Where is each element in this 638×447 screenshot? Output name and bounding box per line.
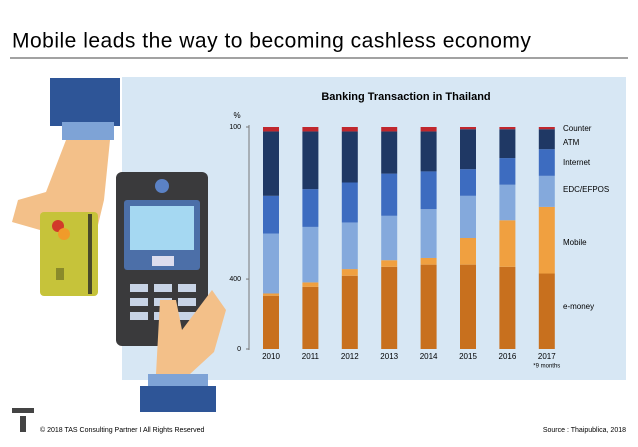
bar-segment — [499, 220, 516, 267]
bar-segment — [420, 257, 437, 265]
sleeve-bottom — [140, 386, 216, 412]
legend-label: Mobile — [563, 238, 587, 247]
contactless-icon — [155, 179, 169, 193]
bar-segment — [538, 273, 555, 349]
legend-label: Counter — [563, 124, 592, 133]
logo-bar — [12, 408, 34, 413]
key — [178, 298, 196, 306]
bar-segment — [420, 264, 437, 349]
bar-segment — [341, 182, 358, 223]
bar-segment — [263, 127, 279, 132]
hand-bottom — [156, 290, 226, 374]
bar-segment — [381, 131, 398, 174]
slide-title: Mobile leads the way to becoming cashles… — [12, 30, 531, 53]
y-tick-label: 0 — [237, 346, 241, 353]
terminal-screen — [130, 206, 194, 250]
bar-segment — [499, 184, 516, 221]
card — [40, 212, 98, 296]
bar-segment — [302, 189, 319, 227]
bar-segment — [538, 149, 555, 176]
key — [130, 312, 148, 320]
x-tick-label: 2017 — [538, 352, 556, 361]
bar-segment — [263, 295, 279, 349]
legend-label: Internet — [563, 158, 591, 167]
x-tick-label: 2016 — [499, 352, 517, 361]
bar-segment — [341, 131, 358, 183]
bar-segment — [538, 206, 555, 274]
bar-segment — [381, 260, 398, 267]
bar-segment — [499, 266, 516, 349]
x-tick-label: 2015 — [459, 352, 477, 361]
x-tick-label: 2011 — [302, 352, 320, 361]
cuff-bottom — [148, 374, 208, 386]
bar-segment — [341, 269, 358, 276]
bar-segment — [263, 131, 279, 196]
bar-segment — [460, 264, 476, 349]
key — [130, 298, 148, 306]
bar-segment — [499, 127, 516, 130]
chart-title: Banking Transaction in Thailand — [321, 91, 490, 103]
sleeve-top — [50, 78, 120, 126]
card-logo — [58, 228, 70, 240]
bar-segment — [302, 131, 319, 190]
bar-segment — [381, 266, 398, 349]
bar-segment — [538, 129, 555, 150]
bar-segment — [499, 158, 516, 185]
key — [178, 284, 196, 292]
bar-segment — [538, 127, 555, 130]
bar-segment — [381, 173, 398, 216]
bar-segment — [460, 169, 476, 196]
bar-segment — [381, 215, 398, 261]
card-chip — [56, 268, 64, 280]
card-stripe — [88, 214, 92, 294]
bar-segment — [538, 175, 555, 207]
source: Source : Thaipublica, 2018 — [543, 427, 626, 434]
key — [130, 284, 148, 292]
bar-segment — [341, 275, 358, 349]
logo-bar — [20, 416, 26, 432]
bar-segment — [460, 238, 476, 265]
x-tick-label: 2013 — [380, 352, 398, 361]
bar-segment — [460, 129, 476, 170]
bar-segment — [420, 171, 437, 210]
bar-segment — [263, 233, 279, 294]
y-axis-label: % — [233, 111, 240, 120]
key — [178, 312, 196, 320]
x-tick-label: 2014 — [420, 352, 438, 361]
bar-segment — [302, 127, 319, 132]
copyright: © 2018 TAS Consulting Partner I All Righ… — [40, 426, 205, 434]
illustration — [12, 78, 226, 412]
key — [154, 284, 172, 292]
bar-segment — [420, 131, 437, 172]
bar-segment — [499, 129, 516, 159]
bar-segment — [263, 195, 279, 234]
note: *9 months — [533, 364, 560, 370]
logo — [12, 408, 34, 432]
bar-segment — [381, 127, 398, 132]
y-tick-label: 400 — [229, 276, 241, 283]
bar-segment — [460, 195, 476, 238]
x-tick-label: 2010 — [262, 352, 280, 361]
bar-segment — [420, 209, 437, 258]
bar-segment — [302, 282, 319, 287]
legend-label: ATM — [563, 138, 580, 147]
legend-label: EDC/EFPOS — [563, 185, 609, 194]
bar-segment — [420, 127, 437, 132]
terminal-slot — [152, 256, 174, 266]
bar-segment — [341, 222, 358, 270]
legend-label: e-money — [563, 302, 594, 311]
bar-segment — [302, 226, 319, 283]
bar-segment — [341, 127, 358, 132]
y-tick-label: 100 — [229, 124, 241, 131]
bar-segment — [460, 127, 476, 130]
cuff-top — [62, 122, 114, 140]
bar-segment — [263, 293, 279, 296]
x-tick-label: 2012 — [341, 352, 359, 361]
bar-segment — [302, 286, 319, 349]
